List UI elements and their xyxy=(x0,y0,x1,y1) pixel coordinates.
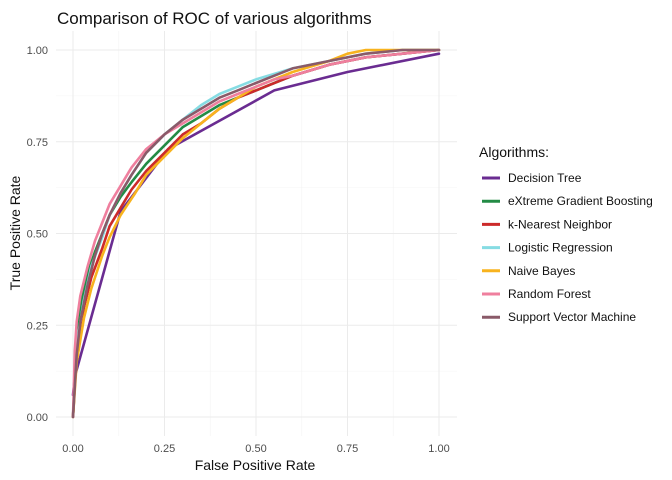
y-tick-label: 0.50 xyxy=(27,229,48,241)
x-tick-label: 0.50 xyxy=(245,443,266,455)
roc-lines xyxy=(71,48,441,419)
x-tick-label: 0.25 xyxy=(154,443,175,455)
legend-title: Algorithms: xyxy=(479,144,549,160)
legend-label-k-nearest-neighbor: k-Nearest Neighbor xyxy=(508,217,612,231)
y-axis-title: True Positive Rate xyxy=(7,175,23,290)
y-tick-label: 0.75 xyxy=(27,137,48,149)
legend-label-decision-tree: Decision Tree xyxy=(508,171,582,185)
legend-label-naive-bayes: Naive Bayes xyxy=(508,264,575,278)
chart-title: Comparison of ROC of various algorithms xyxy=(57,9,372,28)
plot-grid xyxy=(56,31,457,436)
x-axis-title: False Positive Rate xyxy=(195,457,316,473)
legend-label-logistic-regression: Logistic Regression xyxy=(508,241,613,255)
legend-label-extreme-gradient-boosting: eXtreme Gradient Boosting xyxy=(508,194,653,208)
legend-label-support-vector-machine: Support Vector Machine xyxy=(508,310,636,324)
legend-label-random-forest: Random Forest xyxy=(508,287,591,301)
x-axis-ticks: 0.00 0.25 0.50 0.75 1.00 xyxy=(62,443,449,455)
y-tick-label: 0.25 xyxy=(27,320,48,332)
y-tick-label: 0.00 xyxy=(27,412,48,424)
x-tick-label: 1.00 xyxy=(428,443,449,455)
x-tick-label: 0.00 xyxy=(62,443,83,455)
y-tick-label: 1.00 xyxy=(27,45,48,57)
x-tick-label: 0.75 xyxy=(337,443,358,455)
roc-line-support-vector-machine xyxy=(71,48,441,419)
legend: Algorithms: Decision Tree eXtreme Gradien… xyxy=(479,144,653,324)
y-axis-ticks: 0.00 0.25 0.50 0.75 1.00 xyxy=(27,45,48,424)
